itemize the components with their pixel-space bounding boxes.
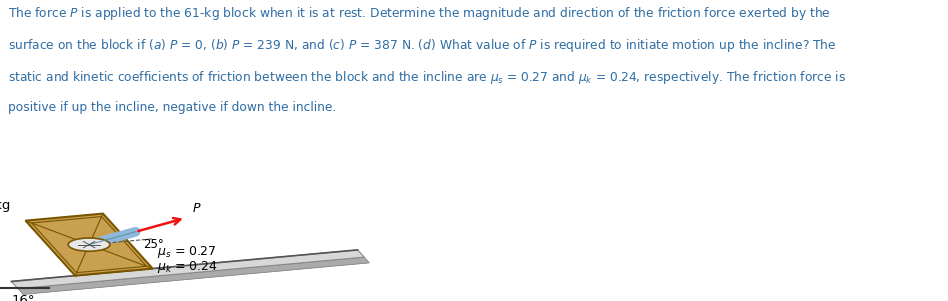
- Text: $\it{\mu_k}$ = 0.24: $\it{\mu_k}$ = 0.24: [157, 259, 218, 275]
- Polygon shape: [26, 214, 153, 276]
- Text: 61 kg: 61 kg: [0, 199, 10, 212]
- Circle shape: [68, 238, 110, 251]
- Text: surface on the block if $\it{(a)}$ $\it{P}$ = 0, $\it{(b)}$ $\it{P}$ = 239 N, an: surface on the block if $\it{(a)}$ $\it{…: [8, 37, 836, 54]
- Text: positive if up the incline, negative if down the incline.: positive if up the incline, negative if …: [8, 101, 336, 114]
- Text: $\it{\mu_s}$ = 0.27: $\it{\mu_s}$ = 0.27: [157, 244, 217, 259]
- Text: 25°: 25°: [143, 238, 164, 251]
- Text: The force $\it{P}$ is applied to the 61-kg block when it is at rest. Determine t: The force $\it{P}$ is applied to the 61-…: [8, 5, 830, 21]
- Polygon shape: [18, 257, 370, 294]
- Text: P: P: [192, 202, 200, 215]
- Polygon shape: [11, 250, 364, 289]
- Text: static and kinetic coefficients of friction between the block and the incline ar: static and kinetic coefficients of frict…: [8, 69, 846, 86]
- Text: 16°: 16°: [11, 294, 35, 301]
